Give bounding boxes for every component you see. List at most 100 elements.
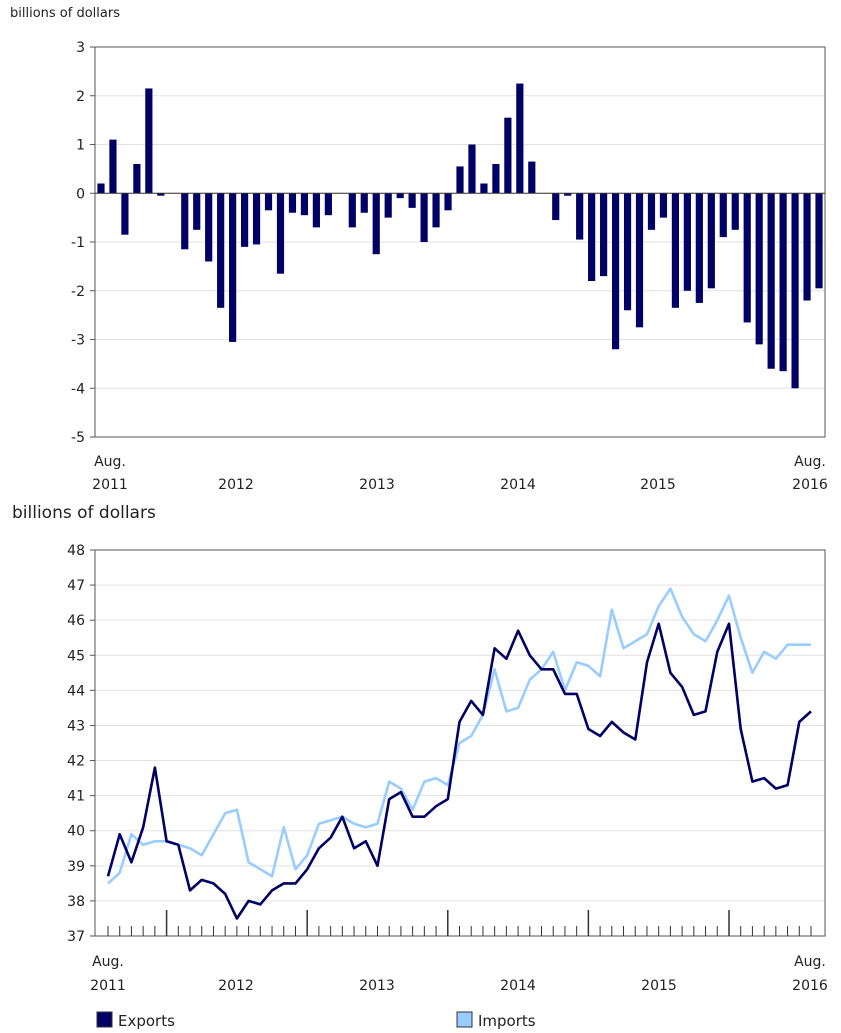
top-gridlines <box>95 95 825 389</box>
bottom-y-tick-label: 43 <box>67 718 85 734</box>
top-x-year-label: 2011 <box>92 477 128 493</box>
bar <box>372 193 380 255</box>
exports-imports-line-chart: billions of dollars 48 47 46 45 44 43 42 41 40 39… <box>12 503 828 1030</box>
bar <box>229 193 237 342</box>
bar <box>193 193 201 230</box>
bar <box>623 193 632 311</box>
bottom-x-year-label: 2016 <box>792 978 828 994</box>
series-line-exports <box>106 622 812 920</box>
legend-item-exports: Exports <box>96 1011 175 1030</box>
bar <box>432 193 440 228</box>
bar <box>264 193 273 211</box>
top-y-tick-label: 1 <box>76 138 85 154</box>
bar <box>755 193 763 345</box>
bar <box>647 193 656 230</box>
top-x-year-label: 2016 <box>792 477 828 493</box>
top-x-year-label: 2015 <box>640 477 676 493</box>
bar <box>360 193 368 213</box>
bar <box>659 193 668 218</box>
bar <box>468 144 476 194</box>
bar <box>504 117 512 194</box>
bar <box>145 88 153 194</box>
bar <box>241 193 249 247</box>
bar <box>324 193 332 216</box>
bottom-y-tick-label: 38 <box>67 894 85 910</box>
bottom-x-month-label: Aug. <box>92 954 124 970</box>
bottom-y-tick-label: 44 <box>67 683 85 699</box>
bar <box>181 193 189 250</box>
bar <box>408 193 416 208</box>
bar <box>695 193 703 303</box>
bar <box>635 193 644 328</box>
bar <box>611 193 620 350</box>
top-y-tick-label: -3 <box>71 333 85 349</box>
top-y-axis: 3 2 1 0 -1 -2 -3 -4 -5 <box>71 40 95 446</box>
bar <box>731 193 739 230</box>
bar <box>109 139 117 194</box>
legend-label-exports: Exports <box>118 1012 175 1030</box>
legend-swatch-exports <box>96 1011 113 1028</box>
bar <box>157 193 165 196</box>
bar <box>252 193 261 245</box>
bottom-y-unit-label: billions of dollars <box>12 503 156 523</box>
bar <box>671 193 679 308</box>
bar <box>683 193 691 291</box>
bottom-y-axis: 48 47 46 45 44 43 42 41 40 39 38 37 <box>67 543 95 945</box>
bar <box>300 193 309 216</box>
bar <box>205 193 213 262</box>
bottom-y-tick-label: 42 <box>67 754 85 770</box>
bottom-x-year-label: 2015 <box>641 978 677 994</box>
bottom-x-year-label: 2014 <box>500 978 536 994</box>
bottom-x-ticks <box>107 910 812 936</box>
bottom-y-tick-label: 45 <box>67 648 85 664</box>
bar <box>528 161 536 194</box>
trade-balance-bar-chart: billions of dollars 3 2 1 0 -1 -2 -3 -4 -5 Aug. 2… <box>10 6 828 493</box>
bar <box>97 183 105 194</box>
bar <box>348 193 356 228</box>
top-y-tick-label: -2 <box>71 284 85 300</box>
bar <box>396 193 404 199</box>
top-x-year-label: 2012 <box>218 477 254 493</box>
top-y-tick-label: -4 <box>71 381 85 397</box>
bottom-y-tick-label: 47 <box>67 578 85 594</box>
bottom-x-month-label: Aug. <box>794 954 826 970</box>
top-x-month-label: Aug. <box>94 454 126 470</box>
bar <box>384 193 392 218</box>
bar <box>552 193 560 221</box>
top-x-month-label: Aug. <box>794 454 826 470</box>
legend: Exports Imports <box>96 1011 536 1030</box>
bar <box>779 193 787 372</box>
bar <box>791 193 799 389</box>
top-bars <box>97 83 823 389</box>
bar <box>480 183 488 194</box>
bar <box>719 193 727 238</box>
bar <box>456 166 464 194</box>
bottom-y-tick-label: 39 <box>67 859 85 875</box>
top-y-tick-label: -1 <box>71 235 85 251</box>
bottom-series-lines <box>106 587 812 920</box>
bar <box>133 164 141 194</box>
top-x-year-label: 2014 <box>500 477 536 493</box>
bottom-x-axis: Aug. 2011 2012 2013 2014 2015 Aug. 2016 <box>90 954 828 994</box>
bar <box>312 193 320 228</box>
bar <box>803 193 811 301</box>
legend-swatch-imports <box>456 1011 473 1028</box>
bar <box>420 193 428 242</box>
top-y-unit-label: billions of dollars <box>10 6 120 21</box>
bottom-y-tick-label: 37 <box>67 929 85 945</box>
bar <box>600 193 608 277</box>
bottom-y-tick-label: 40 <box>67 824 85 840</box>
bottom-x-year-label: 2012 <box>218 978 254 994</box>
series-line-imports <box>107 587 811 885</box>
top-x-axis: Aug. 2011 2012 2013 2014 2015 Aug. 2016 <box>92 454 828 493</box>
bar <box>288 193 297 213</box>
bar <box>121 193 129 235</box>
bottom-y-tick-label: 46 <box>67 613 85 629</box>
top-y-tick-label: 3 <box>76 40 85 56</box>
bar <box>217 193 225 308</box>
bar <box>743 193 751 323</box>
bar <box>767 193 775 369</box>
bar <box>576 193 584 240</box>
bar <box>564 193 572 196</box>
bottom-x-year-label: 2013 <box>359 978 395 994</box>
